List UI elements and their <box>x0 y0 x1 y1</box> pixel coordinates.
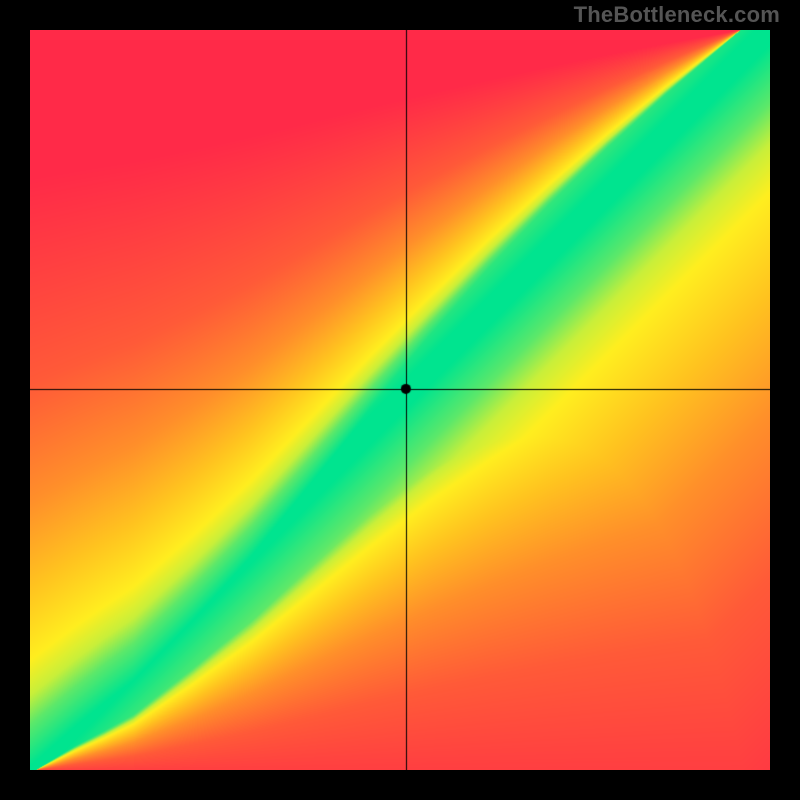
chart-container: TheBottleneck.com <box>0 0 800 800</box>
heatmap-canvas <box>30 30 770 770</box>
watermark-text: TheBottleneck.com <box>574 2 780 28</box>
